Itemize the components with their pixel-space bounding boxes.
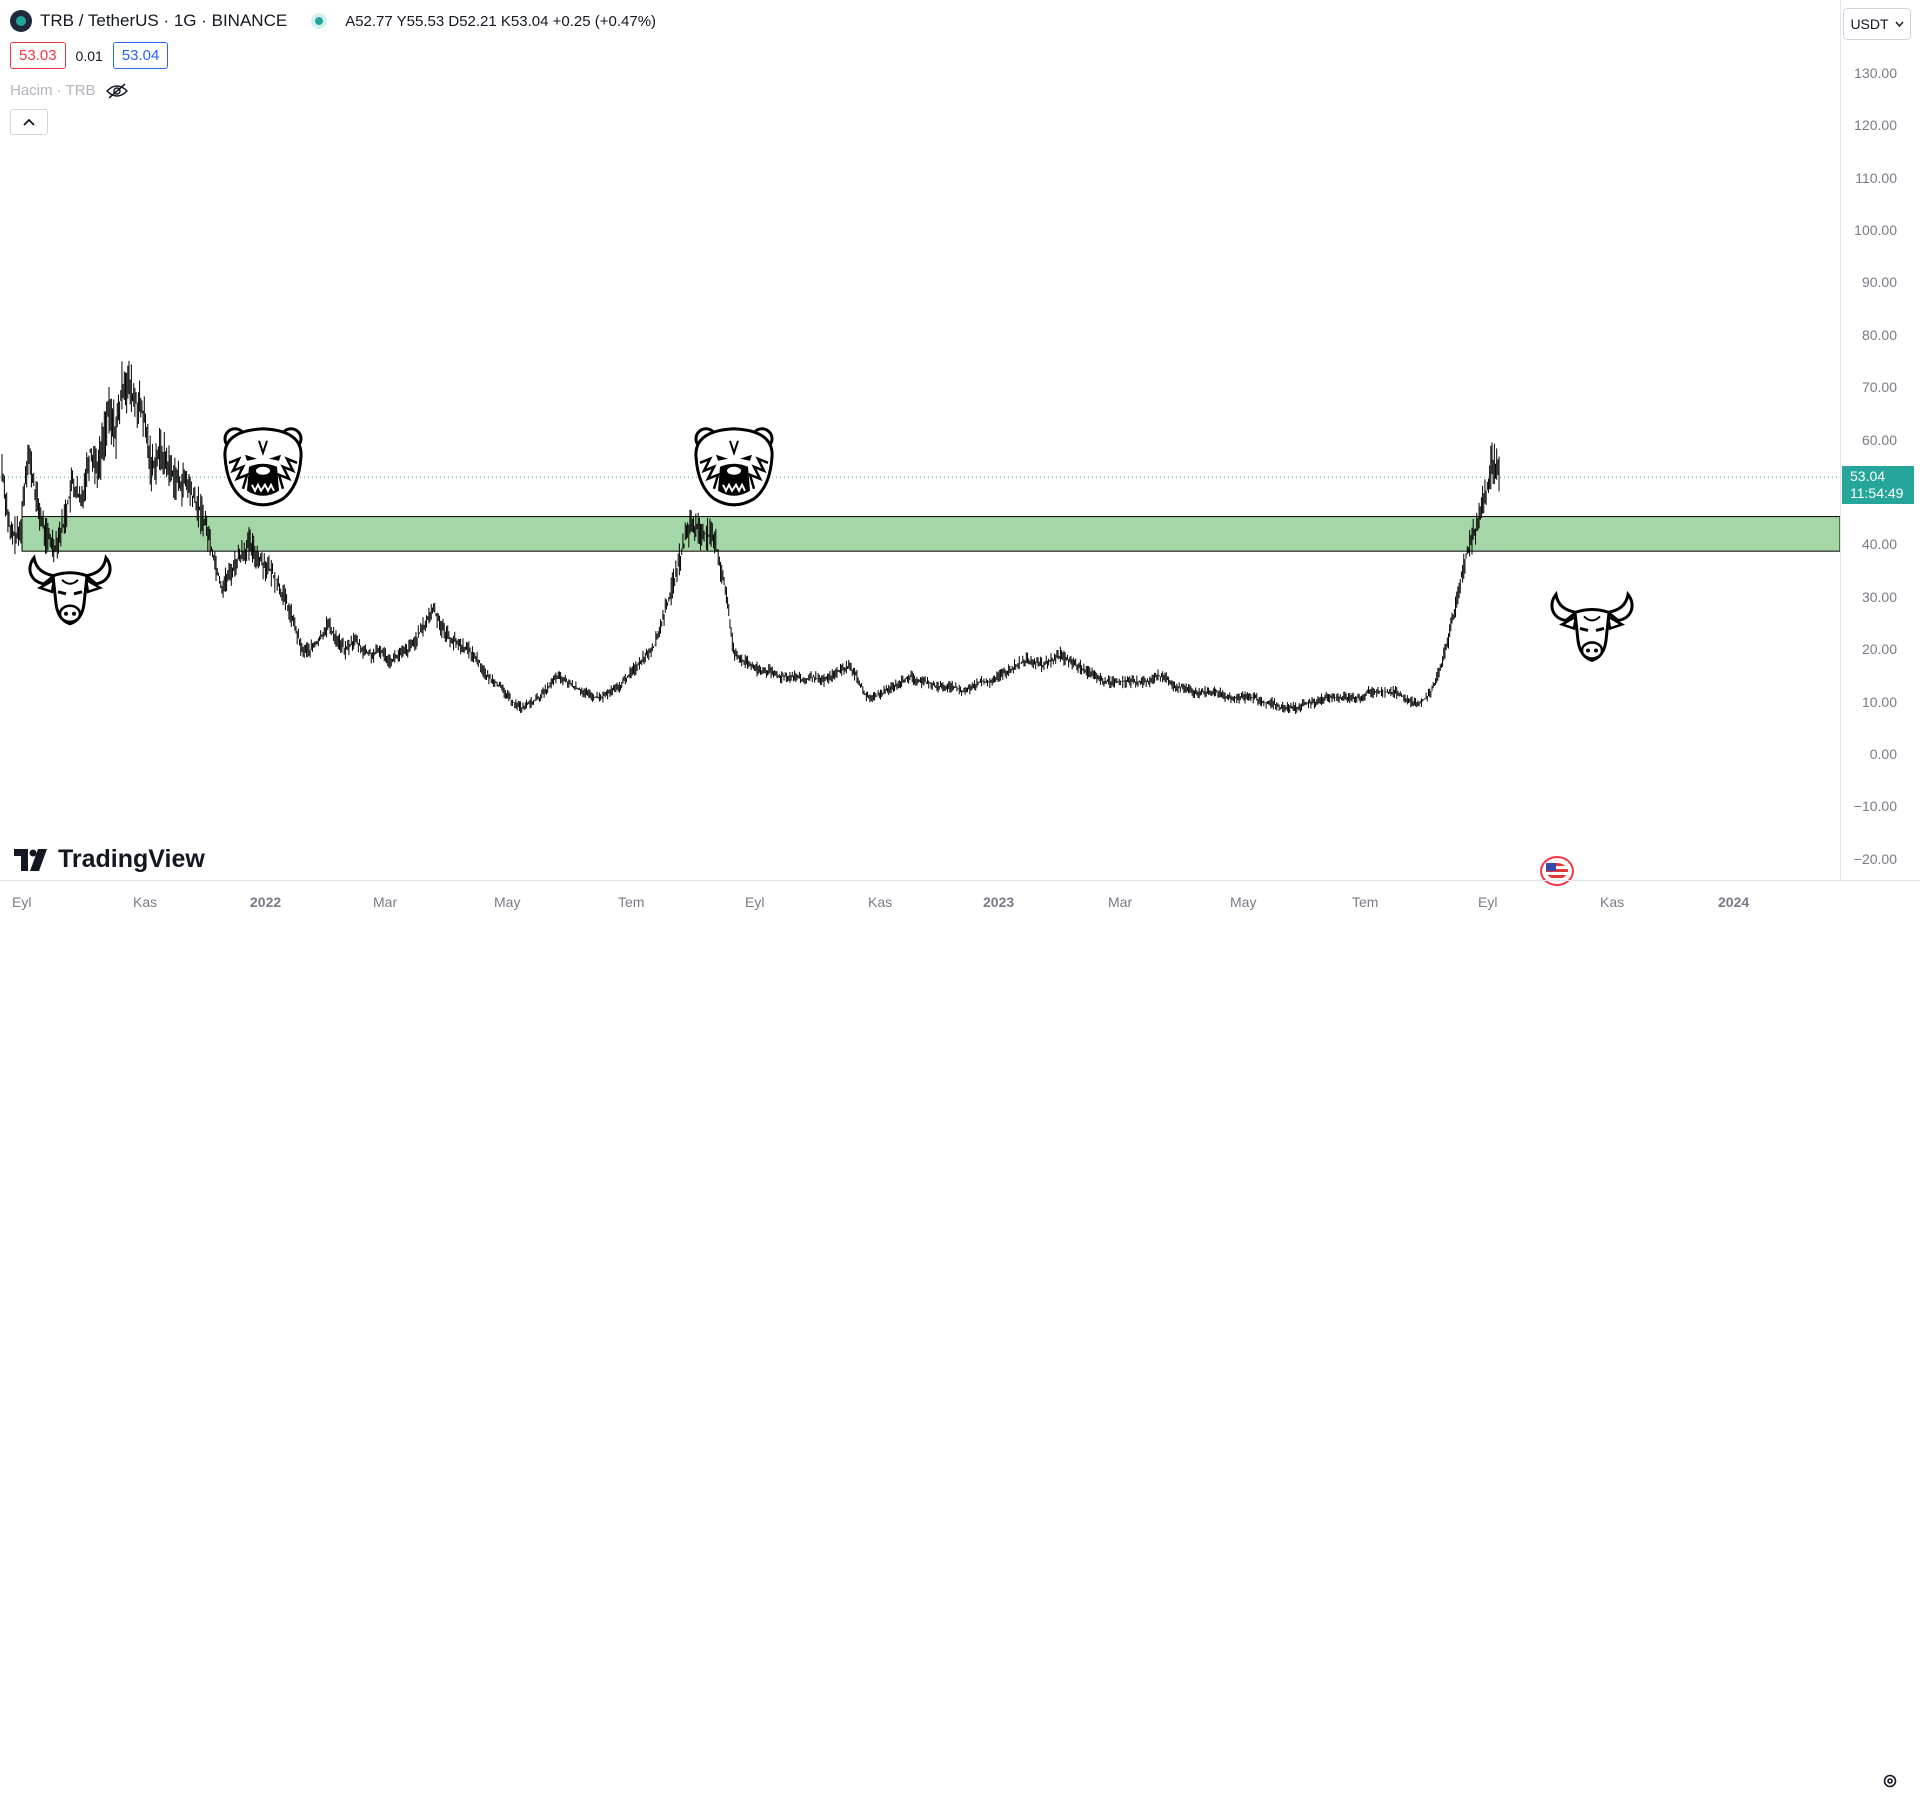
price-tick-label: 120.00 — [1854, 117, 1897, 134]
price-tick-label: 70.00 — [1861, 379, 1897, 396]
time-tick-label: Mar — [373, 894, 398, 910]
time-tick-label: Eyl — [745, 894, 765, 910]
collapse-legend-button[interactable] — [10, 109, 48, 135]
price-axis[interactable]: USDT 130.00 120.00 110.00 100.00 90.00 80.00 7… — [1840, 0, 1920, 880]
price-tick-label: 110.00 — [1855, 169, 1897, 186]
tradingview-logo[interactable]: TradingView — [14, 845, 205, 874]
price-tick-label: 0.00 — [1869, 746, 1897, 762]
price-tick-label: 10.00 — [1861, 693, 1897, 710]
time-tick-label: May — [1230, 894, 1257, 910]
bar-countdown: 11:54:49 — [1850, 485, 1904, 502]
price-tick-label: 30.00 — [1861, 588, 1897, 605]
us-flag-icon[interactable] — [1540, 856, 1574, 886]
bear-head-icon[interactable] — [223, 427, 303, 507]
bear-head-icon[interactable] — [694, 427, 774, 507]
price-tick-label: 80.00 — [1861, 326, 1897, 343]
time-tick-label: Kas — [1600, 894, 1625, 910]
chevron-down-icon — [1895, 21, 1904, 27]
price-tick-label: 100.00 — [1854, 222, 1897, 238]
price-tick-label: 60.00 — [1861, 431, 1897, 448]
time-tick-label: Eyl — [12, 894, 32, 910]
time-tick-label: Mar — [1108, 894, 1133, 910]
eye-hidden-icon[interactable] — [105, 82, 128, 99]
chart-area[interactable]: TRB / TetherUS · 1G · BINANCE A52.77 Y55… — [0, 0, 1841, 886]
symbol-title[interactable]: TRB / TetherUS · 1G · BINANCE — [40, 11, 288, 30]
sell-button[interactable]: 53.03 — [10, 42, 66, 69]
price-chart[interactable] — [0, 0, 1841, 880]
time-tick-label: May — [494, 894, 521, 910]
time-tick-label: Kas — [868, 894, 893, 910]
spread-value: 0.01 — [75, 47, 103, 64]
buy-button[interactable]: 53.04 — [112, 42, 169, 69]
currency-select[interactable]: USDT — [1843, 8, 1911, 40]
candles-group — [1, 360, 1500, 714]
time-tick-label: Kas — [133, 894, 158, 910]
bull-head-icon[interactable] — [28, 556, 112, 626]
ohlc-low: D52.21 — [448, 12, 497, 30]
gear-icon[interactable] — [1882, 1773, 1898, 1794]
price-tick-label: −20.00 — [1853, 850, 1897, 867]
price-tick-label: 90.00 — [1861, 274, 1897, 291]
time-tick-label: Tem — [1352, 894, 1379, 910]
ohlc-high: Y55.53 — [396, 12, 445, 30]
ohlc-change: +0.25 (+0.47%) — [552, 12, 657, 30]
trb-coin-icon — [10, 10, 32, 32]
trade-row: 53.03 0.01 53.04 — [10, 42, 169, 69]
time-tick-label: 2024 — [1718, 894, 1750, 910]
last-price-value: 53.04 — [1850, 468, 1886, 485]
time-tick-label: 2022 — [250, 894, 282, 910]
tradingview-name: TradingView — [58, 845, 205, 873]
volume-legend: Hacim · TRB — [10, 82, 128, 99]
volume-label: Hacim · TRB — [10, 82, 96, 99]
ohlc-open: A52.77 — [345, 12, 393, 30]
ohlc-close: K53.04 — [500, 12, 549, 30]
price-tick-label: 20.00 — [1861, 641, 1897, 658]
time-axis[interactable]: Eyl Kas 2022 Mar May Tem Eyl Kas 2023 Mar May Tem Ey… — [0, 880, 1920, 1788]
time-tick-label: Eyl — [1478, 894, 1498, 910]
price-tick-label: −10.00 — [1853, 798, 1897, 815]
market-status-icon[interactable] — [311, 13, 328, 29]
bull-head-icon[interactable] — [1550, 592, 1634, 662]
last-price-label: 53.04 11:54:49 — [1842, 466, 1914, 505]
chevron-up-icon — [23, 118, 35, 126]
ohlc-values: A52.77 Y55.53 D52.21 K53.04 +0.25 (+0.47… — [345, 13, 656, 30]
support-resistance-zone[interactable] — [21, 516, 1841, 552]
symbol-legend: TRB / TetherUS · 1G · BINANCE A52.77 Y55… — [10, 10, 656, 32]
tradingview-logo-icon — [14, 848, 47, 871]
currency-label: USDT — [1850, 16, 1889, 32]
time-tick-label: Tem — [618, 894, 645, 910]
time-tick-label: 2023 — [983, 894, 1015, 910]
price-tick-label: 130.00 — [1854, 64, 1897, 81]
price-tick-label: 40.00 — [1861, 536, 1897, 553]
